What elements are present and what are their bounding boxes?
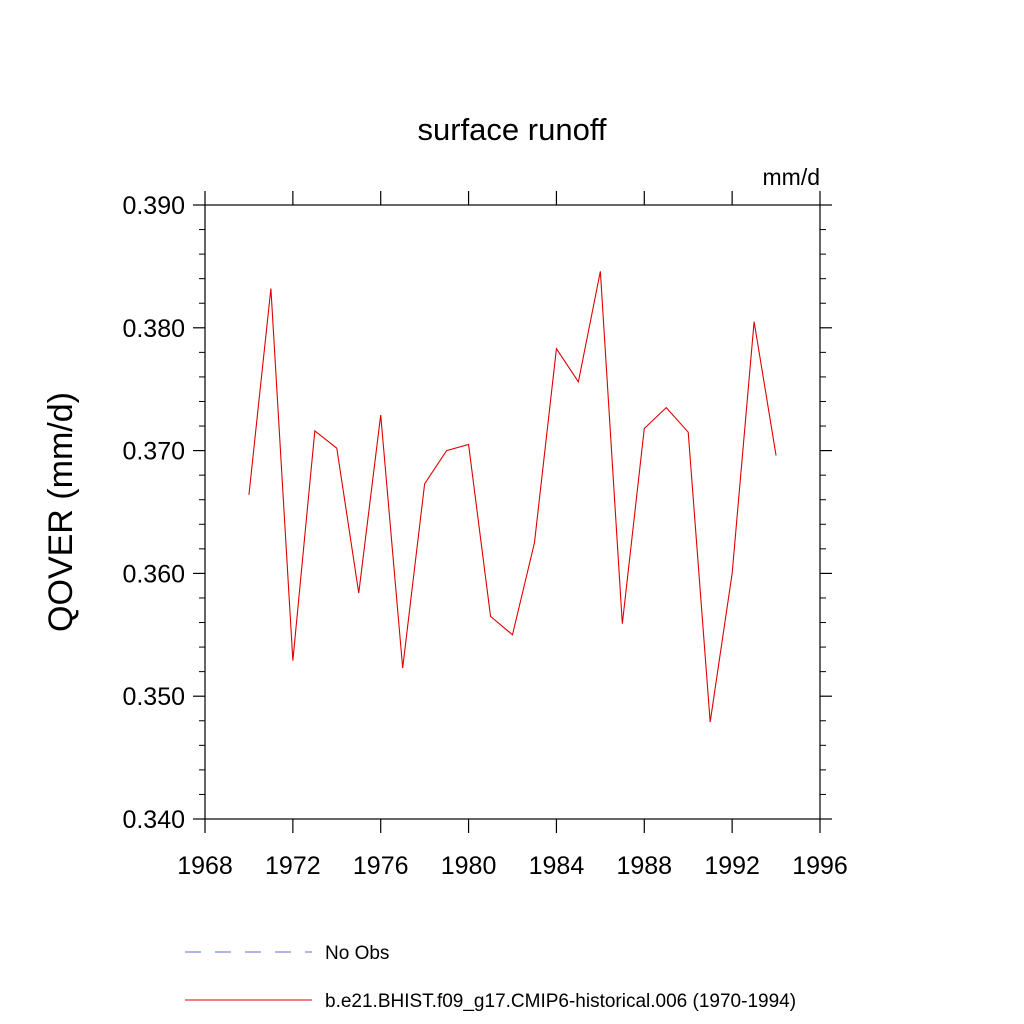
- x-tick-label: 1980: [441, 852, 497, 880]
- series-group: [248, 271, 777, 723]
- y-axis-label: QOVER (mm/d): [42, 392, 80, 632]
- x-tick-labels: 1968 1972 1976 1980 1984 1988 1992 1996: [177, 852, 848, 880]
- y-tick-label: 0.380: [122, 315, 185, 343]
- x-tick-label: 1984: [529, 852, 585, 880]
- y-tick-label: 0.390: [122, 192, 185, 220]
- legend-label: b.e21.BHIST.f09_g17.CMIP6-historical.006…: [325, 991, 796, 1012]
- x-tick-label: 1968: [177, 852, 233, 880]
- y-tick-label: 0.340: [122, 806, 185, 834]
- x-tick-label: 1988: [616, 852, 672, 880]
- legend: No Obs b.e21.BHIST.f09_g17.CMIP6-historic…: [185, 943, 796, 1012]
- y-tick-label: 0.350: [122, 683, 185, 711]
- y-tick-label: 0.370: [122, 438, 185, 466]
- plot-frame: [204, 204, 821, 820]
- axis-ticks: [193, 191, 832, 833]
- series-line: [248, 271, 777, 723]
- y-tick-labels: 0.340 0.350 0.360 0.370 0.380 0.390: [122, 192, 185, 834]
- legend-label: No Obs: [325, 943, 389, 964]
- chart-title: surface runoff: [418, 112, 607, 147]
- x-tick-label: 1996: [792, 852, 848, 880]
- x-tick-label: 1976: [353, 852, 409, 880]
- units-label: mm/d: [763, 164, 821, 190]
- x-tick-label: 1992: [704, 852, 760, 880]
- x-tick-label: 1972: [265, 852, 321, 880]
- y-tick-label: 0.360: [122, 560, 185, 588]
